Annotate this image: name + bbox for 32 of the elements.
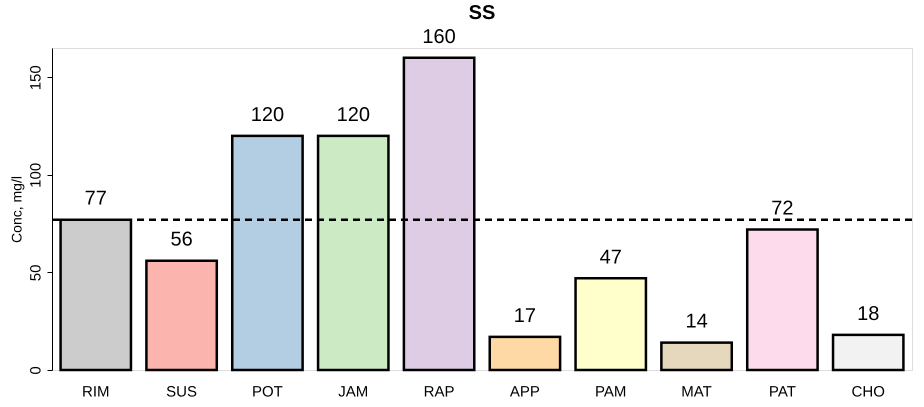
data-label: 120	[250, 104, 284, 126]
x-tick-label: PAM	[595, 384, 626, 400]
data-label: 56	[170, 228, 193, 251]
x-tick-label: PAT	[768, 384, 796, 400]
y-axis-title: Conc, mg/l	[8, 176, 24, 243]
x-tick-label: APP	[510, 384, 540, 400]
data-label: 17	[514, 304, 536, 327]
y-tick-label: 50	[28, 264, 44, 282]
bar	[488, 336, 562, 372]
x-tick-label: RAP	[424, 384, 455, 400]
x-tick-label: RIM	[82, 384, 110, 400]
y-tick-label: 0	[28, 366, 44, 375]
x-tick-label: POT	[252, 384, 283, 400]
chart-title: SS	[468, 2, 496, 24]
bar	[145, 259, 218, 372]
data-label: 120	[336, 104, 370, 126]
x-tick-label: SUS	[166, 384, 198, 400]
bar	[832, 334, 905, 372]
x-tick-label: CHO	[852, 384, 885, 400]
data-label: 47	[600, 246, 622, 268]
bar	[660, 341, 734, 372]
y-tick-label: 150	[28, 65, 44, 90]
data-label: 18	[857, 302, 880, 325]
data-label: 77	[84, 188, 107, 210]
y-tick-label: 100	[28, 162, 44, 188]
data-label: 72	[771, 197, 794, 220]
x-tick-label: MAT	[681, 384, 712, 400]
bar	[746, 228, 819, 372]
data-label: 14	[685, 310, 708, 333]
x-tick-label: JAM	[338, 384, 368, 400]
data-label: 160	[422, 26, 456, 48]
bar	[574, 277, 648, 372]
